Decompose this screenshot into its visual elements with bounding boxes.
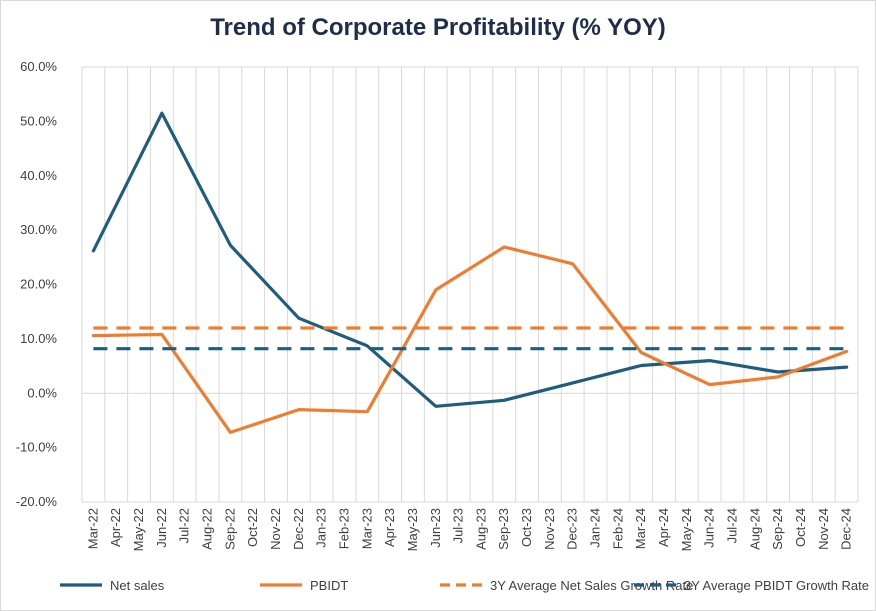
x-tick-label: Oct-23 xyxy=(519,508,534,547)
x-tick-label: Nov-24 xyxy=(816,508,831,550)
y-tick-label: -20.0% xyxy=(16,494,58,509)
y-tick-label: 40.0% xyxy=(20,168,57,183)
x-tick-label: Oct-22 xyxy=(245,508,260,547)
chart-title: Trend of Corporate Profitability (% YOY) xyxy=(210,14,666,41)
y-tick-label: 30.0% xyxy=(20,222,57,237)
x-tick-label: Aug-24 xyxy=(747,508,762,550)
x-axis-ticks: Mar-22 Apr-22 May-22 Jun-22 Jul-22 Aug-22 Sep-… xyxy=(85,508,853,551)
x-tick-label: Nov-22 xyxy=(268,508,283,550)
x-tick-label: Dec-24 xyxy=(839,508,854,550)
x-tick-label: Jun-23 xyxy=(428,508,443,548)
x-tick-label: Sep-23 xyxy=(496,508,511,550)
legend-label: PBIDT xyxy=(310,578,348,593)
legend-label: Net sales xyxy=(110,578,165,593)
x-tick-label: Aug-23 xyxy=(473,508,488,550)
x-tick-label: Feb-24 xyxy=(610,508,625,549)
y-tick-label: 0.0% xyxy=(27,385,57,400)
x-tick-label: May-23 xyxy=(405,508,420,551)
x-tick-label: Jan-23 xyxy=(314,508,329,548)
legend-label: 3Y Average PBIDT Growth Rate xyxy=(684,578,869,593)
series-line-0 xyxy=(91,111,849,408)
x-tick-label: Mar-23 xyxy=(359,508,374,549)
x-tick-label: Mar-24 xyxy=(633,508,648,549)
x-tick-label: Oct-24 xyxy=(793,508,808,547)
x-tick-label: Dec-22 xyxy=(291,508,306,550)
x-tick-label: Jul-22 xyxy=(177,508,192,543)
x-tick-label: Sep-22 xyxy=(222,508,237,550)
y-tick-label: 60.0% xyxy=(20,59,57,74)
x-tick-label: Sep-24 xyxy=(770,508,785,550)
x-tick-label: Jun-22 xyxy=(154,508,169,548)
x-tick-label: Jun-24 xyxy=(702,508,717,548)
y-axis-ticks: -20.0% -10.0% 0.0% 10.0% 20.0% 30.0% 40.0% 50.0… xyxy=(16,59,58,509)
x-tick-label: Aug-22 xyxy=(200,508,215,550)
x-tick-label: Nov-23 xyxy=(542,508,557,550)
x-tick-label: May-24 xyxy=(679,508,694,551)
y-tick-label: 20.0% xyxy=(20,277,57,292)
series-line-1 xyxy=(91,245,849,434)
x-tick-label: Apr-24 xyxy=(656,508,671,547)
y-tick-label: 10.0% xyxy=(20,331,57,346)
x-tick-label: Apr-22 xyxy=(108,508,123,547)
x-tick-label: Jul-23 xyxy=(451,508,466,543)
y-tick-label: 50.0% xyxy=(20,113,57,128)
x-tick-label: Jul-24 xyxy=(724,508,739,543)
x-tick-label: Dec-23 xyxy=(565,508,580,550)
legend: Net sales PBIDT 3Y Average Net Sales Growt… xyxy=(60,578,869,593)
grid-lines xyxy=(81,66,859,503)
series-lines xyxy=(91,111,849,434)
x-tick-label: Mar-22 xyxy=(85,508,100,549)
y-tick-label: -10.0% xyxy=(16,440,58,455)
x-tick-label: Jan-24 xyxy=(588,508,603,548)
x-tick-label: May-22 xyxy=(131,508,146,551)
x-tick-label: Apr-23 xyxy=(382,508,397,547)
legend-label: 3Y Average Net Sales Growth Rate xyxy=(490,578,693,593)
x-tick-label: Feb-23 xyxy=(336,508,351,549)
